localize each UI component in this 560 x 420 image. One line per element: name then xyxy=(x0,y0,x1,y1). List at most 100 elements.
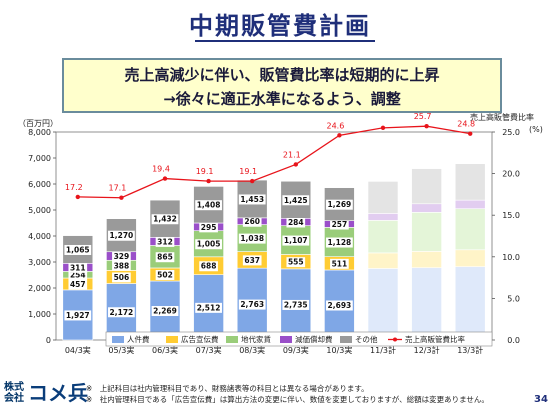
x-tick-label: 04/3実 xyxy=(65,345,91,355)
y-tick-label: 0 xyxy=(46,336,51,345)
bar-value-label: 312 xyxy=(157,237,173,246)
ratio-point xyxy=(75,194,81,200)
legend-swatch xyxy=(226,336,238,343)
bar-value-label: 1,005 xyxy=(197,240,221,249)
bar-value-label: 457 xyxy=(70,280,86,289)
y-axis-title: （百万円） xyxy=(18,119,58,128)
bar-value-label: 1,408 xyxy=(197,201,221,210)
ratio-value-label: 19.1 xyxy=(196,167,214,176)
ratio-value-label: 19.4 xyxy=(152,165,170,174)
x-tick-label: 07/3実 xyxy=(196,345,222,355)
bar-value-label-bg xyxy=(238,233,266,244)
bar-value-label-bg xyxy=(199,261,218,272)
bar-value-label-bg xyxy=(68,279,88,290)
bar-value-label-bg xyxy=(68,270,88,281)
bar-value-label: 637 xyxy=(244,256,260,265)
ratio-point xyxy=(206,178,211,184)
bar-value-label-bg xyxy=(326,300,353,311)
y-tick-label: 4,000 xyxy=(28,232,51,241)
bar-value-label-bg xyxy=(199,222,218,233)
bar-value-label: 295 xyxy=(201,223,217,232)
bar-value-label-bg xyxy=(112,251,131,262)
bar-value-label: 284 xyxy=(288,218,304,227)
y2-axis-title-line1: 売上高販管費比率 xyxy=(470,112,534,122)
bar-value-label-bg xyxy=(330,258,349,269)
y-tick-label: 3,000 xyxy=(28,258,51,267)
legend-label: その他 xyxy=(355,334,378,344)
bar-value-label-bg xyxy=(195,239,222,250)
ratio-value-label: 17.1 xyxy=(108,184,126,193)
bar-value-label: 2,172 xyxy=(110,308,134,317)
y2-tick-label: 10.0 xyxy=(502,253,520,262)
bar-segment-advertising xyxy=(411,251,442,269)
bar-value-label-bg xyxy=(112,272,131,283)
bar-value-label-bg xyxy=(238,194,266,205)
bar-value-label: 688 xyxy=(201,262,217,271)
bar-value-label: 502 xyxy=(157,270,173,279)
y2-tick-label: 25.0 xyxy=(502,128,520,137)
bar-value-label: 1,432 xyxy=(153,215,177,224)
bar-value-label-bg xyxy=(286,257,306,268)
x-tick-label: 08/3実 xyxy=(239,345,265,355)
bar-segment-advertising xyxy=(367,252,399,269)
bar-value-label: 311 xyxy=(70,263,86,272)
footnote-1: ※ 上記科目は社内管理科目であり、財務諸表等の科目とは異なる場合があります。 xyxy=(86,384,369,393)
bar-segment-depreciation xyxy=(454,199,486,209)
legend-marker xyxy=(393,337,397,342)
y2-axis-title-line2: (%) xyxy=(529,125,543,134)
bar-value-label-bg xyxy=(64,310,92,321)
bar-segment-advertising xyxy=(454,249,486,267)
bar-segment-other xyxy=(367,181,399,214)
y-tick-label: 8,000 xyxy=(28,128,51,137)
bar-segment-depreciation xyxy=(411,203,442,213)
ratio-value-label: 19.1 xyxy=(239,167,257,176)
ratio-value-label: 25.7 xyxy=(414,112,432,121)
bar-value-label: 1,927 xyxy=(66,311,90,320)
bar-value-label: 1,269 xyxy=(328,200,352,209)
callout-box: 売上高減少に伴い、販管費比率は短期的に上昇 →徐々に適正水準になるよう、調整 xyxy=(62,58,502,113)
bar-value-label: 1,128 xyxy=(328,238,352,247)
bar-value-label: 1,065 xyxy=(66,245,90,254)
legend-label: 売上高販管費比率 xyxy=(405,334,465,344)
y2-tick-label: 5.0 xyxy=(507,294,520,303)
legend-label: 減価償却費 xyxy=(295,334,333,344)
ratio-point xyxy=(468,131,473,136)
legend-swatch xyxy=(340,336,352,343)
y2-tick-label: 0.0 xyxy=(507,336,520,345)
bar-value-label: 2,512 xyxy=(197,303,221,312)
bar-value-label-bg xyxy=(326,199,353,210)
bar-value-label-bg xyxy=(242,216,262,227)
bar-value-label-bg xyxy=(286,217,306,228)
company-logo: 株式 会社 コメ兵 xyxy=(4,382,88,404)
bar-value-label-bg xyxy=(242,255,262,266)
ratio-point xyxy=(162,176,168,181)
bar-value-label-bg xyxy=(330,219,349,230)
bar-value-label-bg xyxy=(108,307,135,318)
bar-value-label-bg xyxy=(108,230,135,241)
bar-value-label: 254 xyxy=(70,271,86,280)
bar-segment-personnel xyxy=(454,266,486,341)
bar-value-label: 865 xyxy=(157,253,173,262)
x-tick-label: 05/3実 xyxy=(108,345,134,355)
y-tick-label: 6,000 xyxy=(28,180,51,189)
bar-value-label-bg xyxy=(282,299,310,310)
bar-value-label: 1,038 xyxy=(240,234,264,243)
bar-value-label-bg xyxy=(112,260,131,271)
bar-segment-personnel xyxy=(411,267,442,341)
page-title: 中期販管費計画 xyxy=(189,12,371,40)
y-tick-label: 2,000 xyxy=(28,284,51,293)
bar-value-label: 2,735 xyxy=(284,300,308,309)
legend-label: 人件費 xyxy=(127,334,150,344)
bar-value-label: 1,425 xyxy=(284,196,308,205)
legend-swatch xyxy=(112,336,124,343)
bar-value-label-bg xyxy=(151,214,179,225)
bar-value-label-bg xyxy=(151,306,179,317)
y-tick-label: 7,000 xyxy=(28,154,51,163)
page-number: 34 xyxy=(534,394,548,405)
logo-text: コメ兵 xyxy=(28,381,88,405)
bar-segment-rent xyxy=(454,208,486,251)
bar-value-label-bg xyxy=(155,236,175,247)
bar-value-label-bg xyxy=(195,200,222,211)
callout-line-2: →徐々に適正水準になるよう、調整 xyxy=(163,90,401,108)
